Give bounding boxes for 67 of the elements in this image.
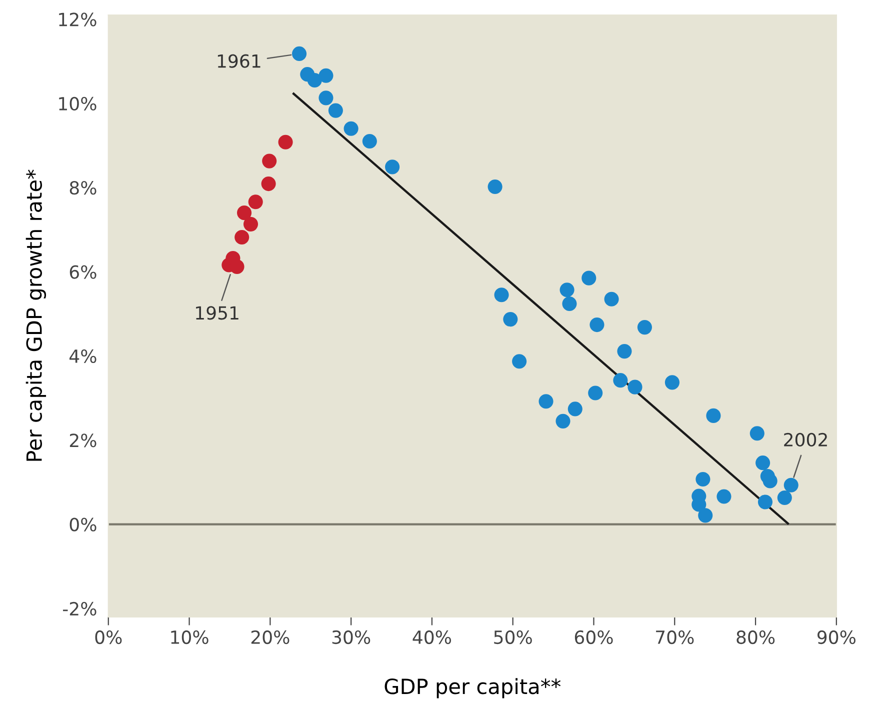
- point: [307, 72, 322, 88]
- x-tick-label: 70%: [656, 630, 694, 644]
- point: [562, 296, 577, 312]
- point: [261, 176, 276, 192]
- y-tick-label: 6%: [70, 265, 96, 279]
- point: [750, 426, 764, 441]
- point: [696, 472, 710, 487]
- annotation: 1951: [196, 306, 238, 320]
- point: [230, 259, 244, 274]
- point: [328, 103, 343, 118]
- point: [556, 414, 570, 428]
- point: [494, 288, 509, 302]
- point: [582, 270, 596, 286]
- x-tick-label: 20%: [251, 630, 290, 644]
- point: [248, 194, 263, 210]
- point: [628, 380, 642, 394]
- x-tick-label: 60%: [574, 630, 613, 644]
- point: [604, 292, 619, 306]
- point: [262, 154, 277, 168]
- point: [560, 282, 574, 298]
- x-tick-label: 10%: [171, 630, 208, 644]
- y-tick-label: 8%: [70, 181, 96, 195]
- y-tick-label: 2%: [70, 434, 96, 448]
- point: [784, 478, 798, 492]
- x-axis-title: GDP per capita**: [384, 678, 561, 698]
- point: [538, 394, 554, 409]
- annotation: 1961: [218, 54, 260, 68]
- y-tick-label: 12%: [59, 12, 96, 26]
- point: [344, 121, 358, 136]
- point: [617, 344, 632, 359]
- point: [590, 318, 604, 332]
- annotation: 2002: [784, 432, 827, 447]
- y-tick-label: 4%: [70, 349, 96, 364]
- point: [568, 402, 582, 416]
- point: [637, 320, 652, 335]
- y-tick-label: 10%: [59, 96, 96, 110]
- point: [762, 474, 778, 488]
- point: [716, 489, 732, 504]
- point: [706, 408, 721, 423]
- point: [236, 206, 252, 220]
- x-tick-label: 80%: [736, 630, 775, 644]
- point: [664, 375, 680, 390]
- point: [318, 90, 334, 106]
- point: [588, 386, 603, 400]
- x-tick-label: 50%: [494, 630, 532, 644]
- point: [758, 494, 773, 510]
- point: [503, 312, 518, 327]
- x-tick-label: 30%: [332, 630, 370, 644]
- point: [292, 46, 307, 61]
- point: [362, 134, 377, 149]
- point: [234, 230, 250, 245]
- point: [698, 508, 713, 523]
- point: [488, 179, 502, 194]
- x-tick-label: 90%: [817, 630, 856, 644]
- point: [613, 373, 628, 388]
- point: [278, 134, 293, 150]
- point: [777, 490, 792, 506]
- point: [756, 456, 770, 470]
- x-tick-label: 40%: [412, 630, 452, 644]
- point: [318, 68, 334, 83]
- point: [243, 216, 258, 232]
- point: [385, 160, 400, 174]
- point: [512, 354, 527, 369]
- x-tick-label: 0%: [95, 630, 122, 644]
- y-tick-label: -2%: [62, 602, 96, 616]
- y-tick-label: 0%: [70, 518, 96, 532]
- y-axis-title: Per capita GDP growth rate*: [26, 170, 46, 461]
